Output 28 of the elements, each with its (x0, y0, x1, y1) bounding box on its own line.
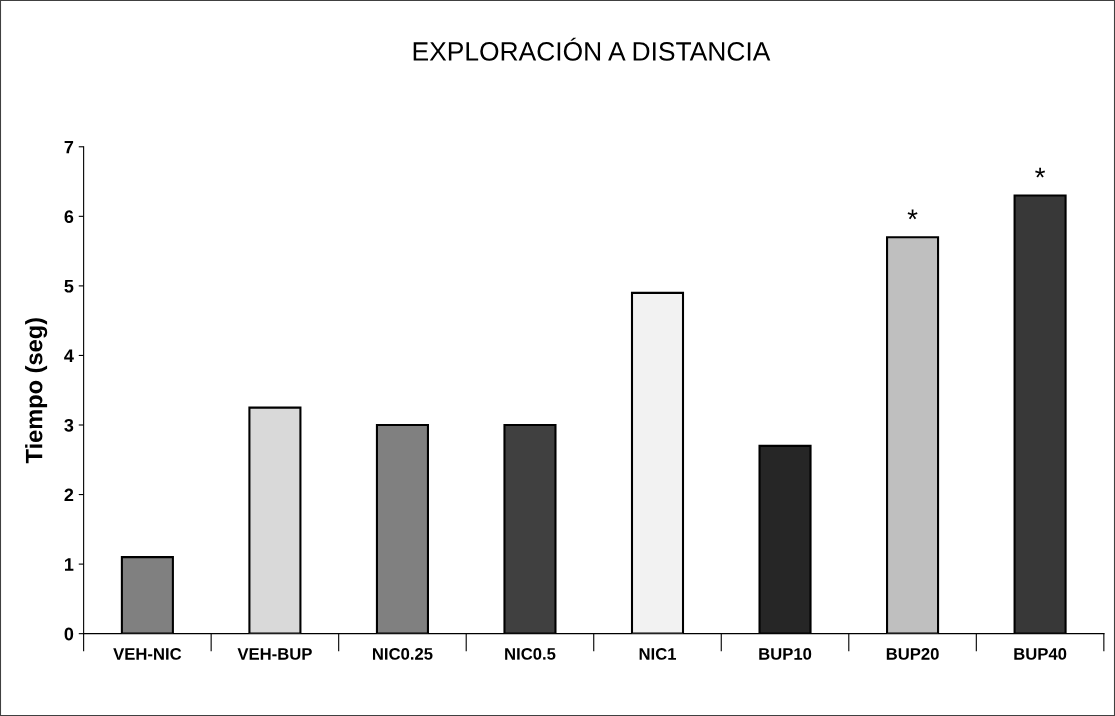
x-tick-label: VEH-BUP (237, 648, 312, 660)
x-tick-label: NIC1 (639, 647, 677, 660)
annotation: * (1035, 167, 1046, 178)
bar (630, 291, 685, 634)
bar (886, 236, 940, 634)
bar (120, 556, 174, 634)
annotation: * (907, 209, 918, 220)
bar (758, 444, 812, 634)
y-tick-label: 4 (64, 349, 74, 362)
x-tick-label: VEH-NIC (113, 647, 182, 660)
bar (503, 423, 557, 634)
x-tick-label: NIC0.5 (505, 647, 556, 660)
y-tick-label: 7 (64, 140, 74, 154)
bar (1013, 194, 1067, 634)
y-tick-label: 5 (64, 280, 74, 293)
x-tick-label: NIC0.25 (372, 647, 433, 660)
y-tick-label: 3 (64, 418, 74, 432)
y-axis-title: Tiempo (seg) (25, 318, 48, 464)
y-tick-label: 1 (65, 558, 74, 571)
bar (375, 423, 429, 634)
y-tick-label: 0 (64, 627, 74, 641)
x-tick-label: BUP10 (759, 647, 812, 660)
y-tick-label: 2 (64, 488, 74, 502)
bar (248, 406, 302, 634)
x-tick-label: BUP40 (1014, 647, 1067, 660)
chart-title: EXPLORACIÓN A DISTANCIA (413, 37, 771, 61)
y-tick-label: 6 (64, 210, 74, 224)
x-tick-label: BUP20 (886, 647, 939, 660)
